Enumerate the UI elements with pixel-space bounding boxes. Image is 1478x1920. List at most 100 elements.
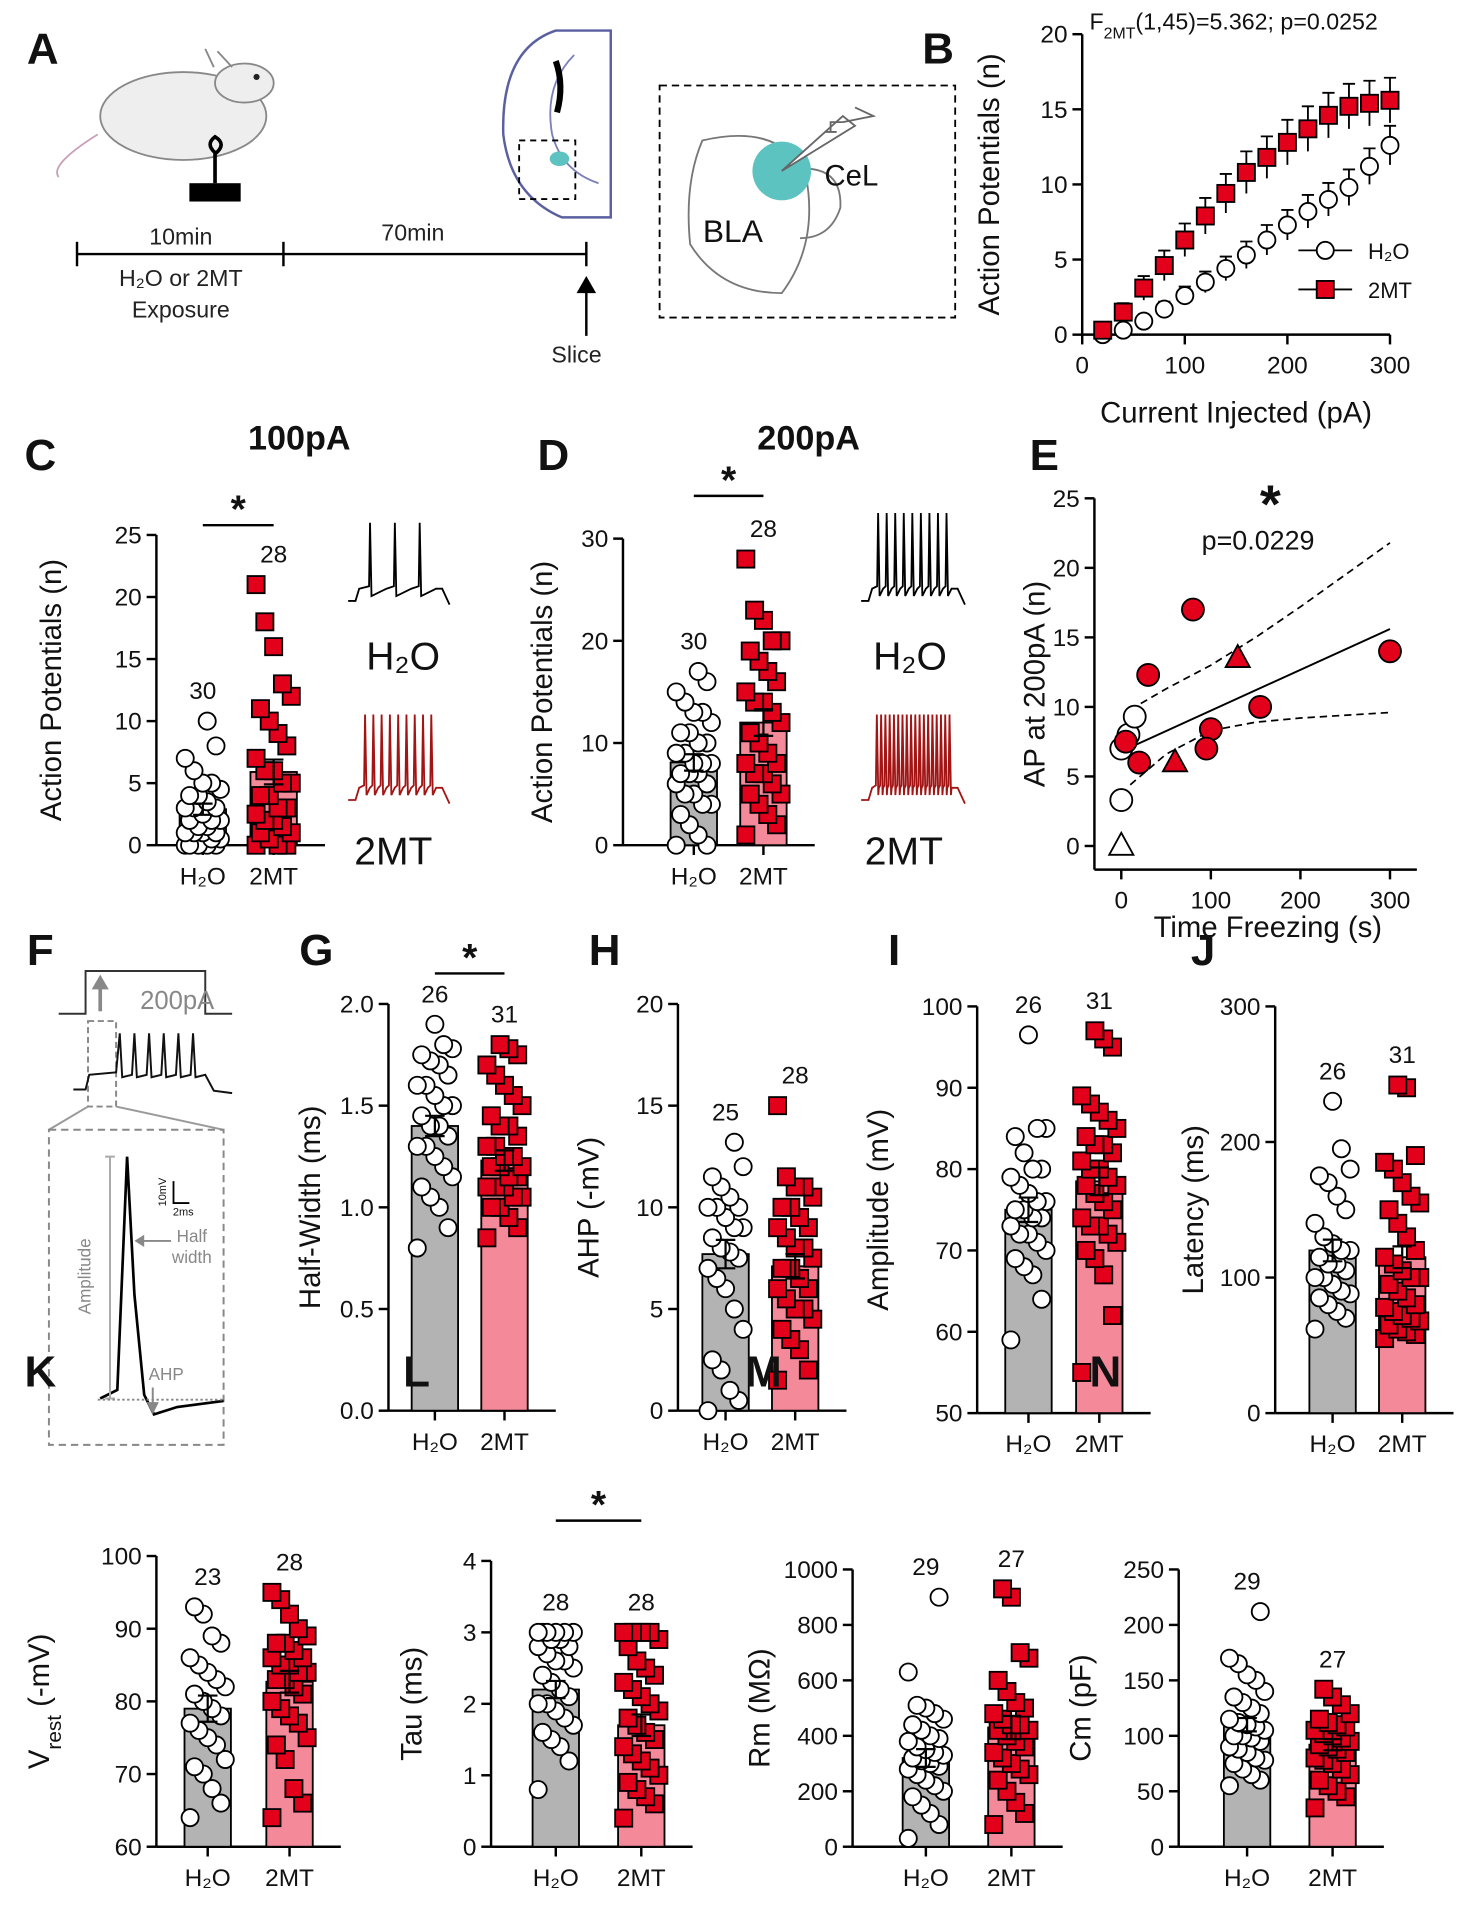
error-bar: [263, 758, 284, 786]
p-value: p=0.0229: [1202, 526, 1315, 556]
error-bar: [197, 1694, 218, 1723]
data-point: [1318, 189, 1338, 209]
data-point: [262, 1691, 282, 1711]
error-bar: [753, 708, 774, 737]
data-point: [1175, 230, 1195, 250]
x-tick-label: H₂O: [412, 1429, 458, 1456]
y-tick-label: 30: [581, 526, 608, 553]
zoom-box: [87, 1020, 118, 1108]
data-point: [1001, 1167, 1021, 1187]
y-tick-label: 80: [935, 1157, 962, 1184]
data-point: [180, 1808, 200, 1828]
data-point: [1032, 1289, 1052, 1309]
panel-letter: C: [24, 431, 56, 480]
data-point: [1336, 1200, 1356, 1220]
data-point: [1224, 1687, 1244, 1707]
data-point: [671, 805, 691, 825]
data-point: [477, 1055, 497, 1075]
data-point: [702, 1167, 722, 1187]
data-point: [1378, 639, 1402, 664]
data-point: [1181, 597, 1205, 622]
y-tick-label: 100: [101, 1544, 142, 1571]
error-bar: [1237, 1716, 1257, 1733]
voltage-trace: [861, 714, 966, 805]
slice-label: Slice: [551, 342, 601, 368]
data-point: [1257, 230, 1277, 250]
data-point: [1309, 1166, 1329, 1186]
data-point: [1198, 717, 1223, 742]
data-point: [250, 786, 270, 806]
data-point: [1005, 1249, 1025, 1269]
action-potential: [99, 1156, 224, 1416]
mouse-head: [214, 62, 275, 104]
data-point: [724, 1132, 744, 1152]
data-point: [1339, 177, 1359, 197]
data-point: [898, 1662, 918, 1682]
data-point: [438, 1218, 458, 1238]
significance-star: *: [1260, 475, 1281, 535]
odor-base: [189, 183, 241, 202]
y-tick-label: 200: [1220, 1130, 1261, 1157]
y-tick-label: 0: [1054, 322, 1068, 349]
cel-small: [549, 151, 570, 167]
data-point: [1001, 1216, 1021, 1236]
data-point: [481, 1106, 501, 1126]
x-tick-label: 2MT: [480, 1429, 529, 1456]
y-tick-label: 50: [1137, 1779, 1164, 1806]
y-tick-label: 15: [115, 647, 142, 674]
y-tick-label: 0: [1150, 1834, 1164, 1861]
data-point: [984, 1704, 1004, 1724]
zoom-panel: [658, 84, 957, 319]
data-point: [1014, 1143, 1034, 1163]
x-tick-label: 2MT: [249, 863, 298, 890]
n-label: 26: [1015, 992, 1042, 1019]
y-tick-label: 200: [1123, 1612, 1164, 1639]
data-point: [1194, 736, 1219, 761]
data-point: [1379, 1200, 1399, 1220]
data-point: [993, 1579, 1013, 1599]
y-tick-label: 15: [1053, 625, 1080, 652]
error-bar: [1322, 1238, 1343, 1263]
data-point: [618, 1772, 638, 1792]
data-point: [1305, 1213, 1325, 1233]
data-point: [733, 1157, 753, 1177]
y-axis-label: Action Potentials (n): [973, 53, 1006, 315]
error-bar: [193, 802, 213, 816]
data-point: [903, 1715, 923, 1735]
x-tick-label: H₂O: [1005, 1431, 1051, 1458]
y-tick-label: 25: [115, 523, 142, 550]
y-tick-label: 5: [128, 771, 142, 798]
y-tick-label: 400: [797, 1723, 838, 1750]
data-point: [1216, 259, 1236, 279]
data-point: [740, 784, 760, 804]
x-tick-label: H₂O: [1224, 1865, 1270, 1892]
data-point: [1023, 1159, 1043, 1179]
significance-star: *: [462, 937, 478, 980]
data-point: [1298, 202, 1318, 221]
panel-letter: L: [403, 1347, 430, 1396]
error-bar: [916, 1748, 936, 1768]
data-point: [1076, 1175, 1096, 1195]
x-tick-label: H₂O: [185, 1865, 231, 1892]
slice-arrowhead: [576, 276, 597, 294]
data-point: [768, 1279, 788, 1299]
significance-star: *: [721, 459, 737, 502]
data-point: [185, 1757, 204, 1777]
panel-letter: J: [1191, 926, 1215, 975]
error-bar: [279, 1669, 300, 1694]
data-point: [197, 711, 217, 731]
data-point: [1072, 1208, 1092, 1228]
data-point: [185, 1684, 204, 1704]
panel-letter: M: [745, 1347, 782, 1396]
data-point: [1360, 156, 1379, 176]
x-tick-label: 300: [1370, 888, 1411, 915]
data-point: [1005, 1200, 1025, 1220]
data-point: [1360, 93, 1379, 113]
y-tick-label: 250: [1123, 1557, 1164, 1584]
data-point: [1072, 1362, 1092, 1382]
panel-letter: D: [537, 431, 569, 480]
data-point: [185, 1597, 204, 1617]
odor-source: [208, 134, 223, 184]
data-point: [614, 1808, 634, 1828]
spike-train: [73, 1033, 233, 1095]
